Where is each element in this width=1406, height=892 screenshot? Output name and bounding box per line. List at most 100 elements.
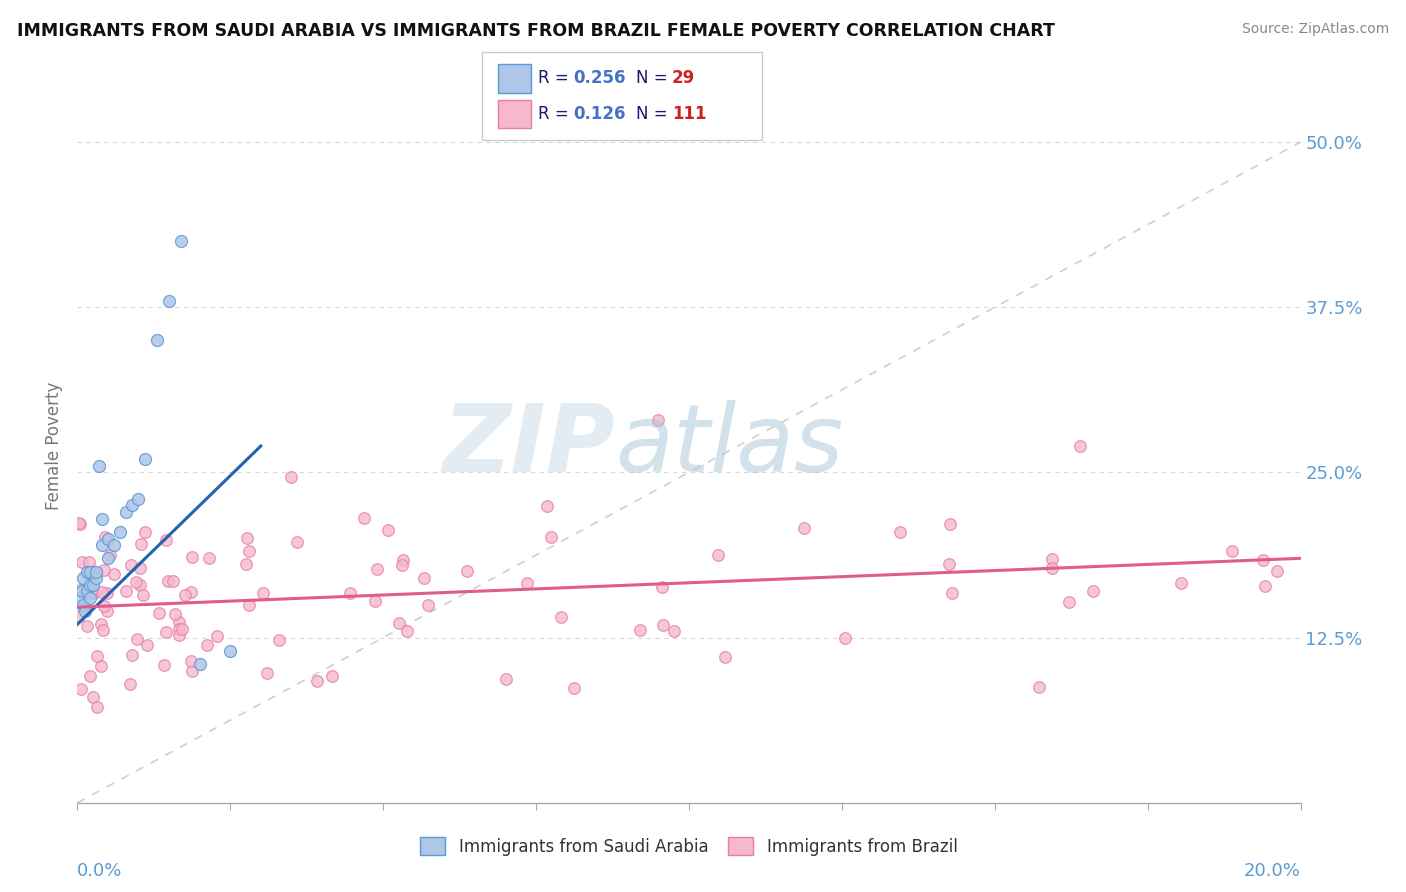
Text: ZIP: ZIP <box>443 400 616 492</box>
Point <box>77 555 100 569</box>
Point <box>118 677 141 691</box>
Text: 111: 111 <box>672 105 707 123</box>
Point <box>651 580 673 594</box>
Point <box>97 551 120 566</box>
Point <box>97 532 120 546</box>
Point <box>388 616 411 631</box>
Point <box>207 629 229 643</box>
Point <box>1265 565 1288 579</box>
Point <box>134 524 156 539</box>
Point <box>70 584 93 599</box>
Point <box>180 654 202 668</box>
Point <box>707 549 730 563</box>
Point <box>76 565 98 579</box>
Point <box>82 564 104 578</box>
Point <box>195 638 218 652</box>
Point <box>80 584 103 599</box>
Point <box>96 604 118 618</box>
Text: 0.256: 0.256 <box>574 70 626 87</box>
Point <box>169 622 191 636</box>
Point <box>91 584 114 599</box>
Point <box>1040 561 1063 575</box>
Point <box>353 510 375 524</box>
Point <box>1220 544 1243 558</box>
Point <box>834 631 856 645</box>
Point <box>1254 579 1277 593</box>
Point <box>339 586 361 600</box>
Point <box>238 543 260 558</box>
Point <box>181 664 204 678</box>
Point <box>392 553 415 567</box>
Point <box>128 561 150 575</box>
Point <box>148 607 170 621</box>
Point <box>94 530 117 544</box>
Point <box>98 548 121 562</box>
Point <box>76 584 98 599</box>
Text: R =: R = <box>538 105 575 123</box>
Text: IMMIGRANTS FROM SAUDI ARABIA VS IMMIGRANTS FROM BRAZIL FEMALE POVERTY CORRELATIO: IMMIGRANTS FROM SAUDI ARABIA VS IMMIGRAN… <box>17 22 1054 40</box>
Point <box>86 649 108 664</box>
Point <box>418 598 440 612</box>
Point <box>536 499 558 513</box>
Point <box>236 531 259 545</box>
Point <box>267 633 290 648</box>
Point <box>134 452 156 467</box>
Point <box>69 591 91 605</box>
Point <box>120 558 142 573</box>
Point <box>86 700 108 714</box>
Point <box>938 557 960 571</box>
Text: 0.126: 0.126 <box>574 105 626 123</box>
Point <box>181 550 204 565</box>
Point <box>285 534 308 549</box>
Point <box>1069 439 1091 453</box>
Point <box>115 505 138 519</box>
Point <box>115 584 138 599</box>
Point <box>188 657 211 671</box>
Point <box>413 571 436 585</box>
Point <box>79 565 101 579</box>
Point <box>84 571 107 585</box>
Point <box>90 659 112 673</box>
Point <box>170 234 193 248</box>
Point <box>79 669 101 683</box>
Point <box>793 521 815 535</box>
Point <box>96 586 118 600</box>
Point <box>132 588 155 602</box>
Point <box>939 517 962 532</box>
Point <box>1028 680 1050 694</box>
Point <box>1170 576 1192 591</box>
Point <box>93 599 115 614</box>
Point <box>364 594 387 608</box>
Point <box>235 557 257 571</box>
Point <box>197 551 219 566</box>
Point <box>941 585 963 599</box>
Point <box>238 598 260 612</box>
Point <box>391 558 413 572</box>
Point <box>1059 595 1081 609</box>
Point <box>252 585 274 599</box>
Point <box>174 588 197 602</box>
Point <box>396 624 419 638</box>
Point <box>651 618 673 632</box>
Point <box>540 530 562 544</box>
Text: 29: 29 <box>672 70 696 87</box>
Point <box>129 537 152 551</box>
Point <box>305 673 328 688</box>
Text: R =: R = <box>538 70 575 87</box>
Text: N =: N = <box>636 105 672 123</box>
Point <box>377 523 399 537</box>
Legend: Immigrants from Saudi Arabia, Immigrants from Brazil: Immigrants from Saudi Arabia, Immigrants… <box>413 830 965 863</box>
Point <box>550 610 572 624</box>
Point <box>163 607 186 621</box>
Point <box>67 608 90 623</box>
Point <box>72 571 94 585</box>
Point <box>714 649 737 664</box>
Point <box>76 619 98 633</box>
Point <box>90 511 112 525</box>
Point <box>169 615 191 629</box>
Point <box>321 669 343 683</box>
Text: 0.0%: 0.0% <box>77 863 122 880</box>
Point <box>366 562 388 576</box>
Point <box>456 564 478 578</box>
Point <box>103 567 125 582</box>
